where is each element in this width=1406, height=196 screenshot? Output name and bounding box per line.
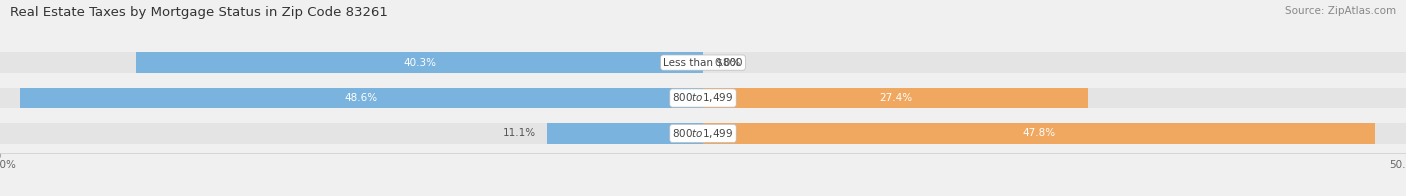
Bar [0,52,703,73]
Bar [703,123,1406,144]
Text: Less than $800: Less than $800 [664,58,742,68]
Bar [703,52,1406,73]
Text: 40.3%: 40.3% [404,58,436,68]
Text: 47.8%: 47.8% [1022,128,1056,138]
Text: Real Estate Taxes by Mortgage Status in Zip Code 83261: Real Estate Taxes by Mortgage Status in … [10,6,388,19]
Text: 11.1%: 11.1% [502,128,536,138]
Bar [136,52,703,73]
Text: $800 to $1,499: $800 to $1,499 [672,92,734,104]
Bar [703,88,1088,108]
Text: 48.6%: 48.6% [344,93,378,103]
Bar [703,123,1375,144]
Text: 27.4%: 27.4% [879,93,912,103]
Text: 0.0%: 0.0% [714,58,741,68]
Text: Source: ZipAtlas.com: Source: ZipAtlas.com [1285,6,1396,16]
Bar [0,88,703,108]
Bar [20,88,703,108]
Text: $800 to $1,499: $800 to $1,499 [672,127,734,140]
Bar [703,88,1406,108]
Bar [0,123,703,144]
Bar [547,123,703,144]
